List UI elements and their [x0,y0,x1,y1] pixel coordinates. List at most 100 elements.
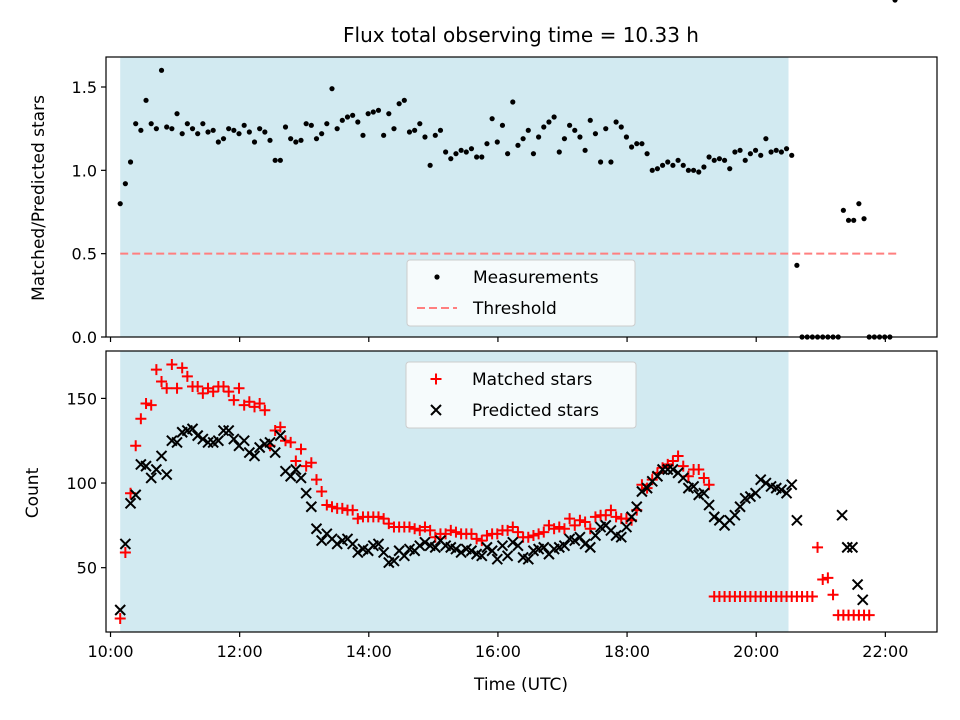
measurement-point [153,126,159,132]
matched-star-point [548,523,560,535]
measurement-point [876,334,883,340]
predicted-star-point [775,484,788,496]
bottom-y-tick-label: 150 [66,389,97,408]
measurement-point [892,0,898,3]
measurement-point [685,167,692,173]
matched-star-point [558,523,570,535]
matched-star-point [378,513,390,525]
measurement-point [127,159,134,165]
measurement-point [639,141,645,147]
measurement-point [458,147,464,153]
measurement-point [169,126,175,132]
matched-star-point [812,541,824,553]
measurement-point [246,129,252,135]
measurement-point [437,127,444,133]
matched-star-point [409,523,421,535]
matched-star-point [140,397,152,409]
matched-star-point [156,375,168,387]
predicted-star-point [481,541,493,554]
matched-star-point [171,382,183,394]
matched-star-point [672,450,684,462]
measurement-point [148,121,154,127]
predicted-star-point [615,531,627,543]
top-y-tick-label: 1.0 [72,161,97,180]
predicted-star-point [841,541,853,554]
matched-star-point [600,509,612,521]
measurement-point [226,126,232,132]
measurement-point [468,146,475,152]
predicted-star-point [145,472,157,484]
predicted-star-point [217,424,230,437]
matched-star-point [285,436,297,448]
predicted-star-point [584,541,596,554]
measurement-point [365,111,371,117]
matched-star-point [130,440,142,452]
measurement-point [489,116,495,122]
predicted-star-point [160,468,173,481]
measurement-point [768,149,774,155]
legend-label: Predicted stars [472,401,599,421]
measurement-point [763,136,769,142]
measurement-point [484,141,490,147]
legend-marker-x [430,404,442,416]
legend-marker-dot [434,274,440,280]
measurement-point [350,112,356,118]
measurement-point [386,111,392,117]
measurement-point [649,167,655,173]
predicted-star-point [620,521,633,533]
predicted-star-point [522,553,534,565]
predicted-star-point [677,472,689,484]
measurement-point [634,141,640,147]
predicted-star-point [636,485,648,498]
matched-star-point [274,421,286,433]
measurement-point [716,156,723,162]
measurement-point [572,127,578,133]
measurement-point [479,154,485,160]
measurement-point [732,149,738,155]
predicted-star-point [760,477,772,489]
measurement-point [133,121,139,127]
measurement-point [773,147,779,153]
measurement-point [871,334,877,340]
x-axis-label: Time (UTC) [473,675,568,695]
predicted-star-point [129,489,142,501]
predicted-star-point [150,463,163,476]
legend-label: Measurements [473,268,599,288]
x-tick-label: 20:00 [733,642,779,661]
measurement-point [463,149,469,155]
predicted-star-point [631,501,643,513]
predicted-star-point [656,463,669,476]
matched-star-point [228,394,240,406]
predicted-star-point [197,433,209,445]
matched-star-point [295,443,307,455]
predicted-star-point [662,463,674,476]
measurement-point [592,131,599,137]
x-tick-label: 16:00 [475,642,521,661]
matched-star-point [321,499,333,511]
top-y-axis-label: Matched/Predicted stars [29,95,49,301]
predicted-star-point [558,539,571,552]
measurement-point [747,151,753,157]
measurement-point [339,117,345,123]
bottom-y-tick-label: 100 [66,474,97,493]
measurement-point [882,334,888,340]
matched-star-point [326,501,338,513]
predicted-star-point [114,604,126,616]
predicted-star-point [331,538,343,550]
predicted-star-point [300,487,312,499]
predicted-star-point [295,472,307,484]
matched-star-point [403,521,415,533]
predicted-star-point [284,470,297,482]
measurement-point [783,146,790,152]
predicted-star-point [274,429,287,442]
measurement-point [277,157,283,163]
predicted-star-point [119,538,132,550]
predicted-star-point [791,514,803,526]
predicted-star-point [512,539,524,552]
matched-star-point [254,397,266,409]
measurement-point [288,136,294,142]
matched-star-point [465,528,477,540]
measurement-point [443,149,449,155]
measurement-point [122,181,128,187]
measurement-point [257,126,263,132]
